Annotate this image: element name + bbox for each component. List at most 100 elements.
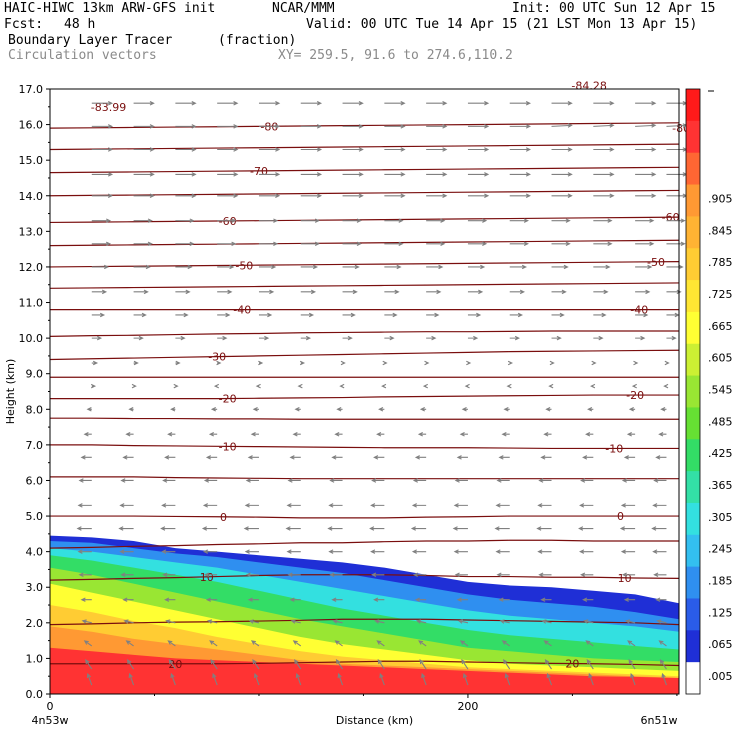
- contour-label: -70: [250, 165, 268, 178]
- contour-line: [49, 349, 680, 361]
- colorbar-swatch: [686, 120, 700, 154]
- circulation-vector: [91, 218, 112, 223]
- circulation-vector: [217, 124, 239, 129]
- circulation-vector: [538, 572, 552, 578]
- circulation-vector: [501, 640, 511, 647]
- circulation-vector: [509, 193, 531, 199]
- circulation-vector: [258, 100, 281, 106]
- circulation-vector: [78, 478, 92, 483]
- circulation-vector: [91, 172, 114, 177]
- circulation-vector: [540, 597, 552, 602]
- circulation-vector: [506, 383, 512, 389]
- circulation-vector: [462, 672, 469, 686]
- circulation-vector: [175, 289, 191, 295]
- colorbar-swatch: [686, 662, 700, 695]
- circulation-vector: [300, 241, 321, 247]
- circulation-vector: [426, 241, 446, 247]
- circulation-vector: [295, 672, 302, 686]
- circulation-vector: [252, 659, 260, 670]
- circulation-vector: [77, 549, 92, 554]
- circulation-vector: [334, 431, 343, 437]
- circulation-vector: [287, 478, 301, 483]
- circulation-vector: [339, 383, 345, 389]
- tracer-band-8: [50, 647, 679, 694]
- circulation-vector: [635, 100, 657, 106]
- circulation-vector: [630, 672, 636, 686]
- circulation-vector: [217, 264, 235, 270]
- contour-label: -10: [219, 440, 237, 453]
- colorbar-label: .785: [708, 256, 733, 269]
- circulation-vector: [593, 218, 613, 223]
- y-tick-label: 8.0: [26, 403, 44, 416]
- circulation-vector: [125, 640, 134, 647]
- circulation-vector: [212, 672, 218, 686]
- circulation-vector: [342, 289, 358, 295]
- circulation-vector: [300, 218, 321, 223]
- circulation-vector: [509, 335, 520, 341]
- colorbar-swatch: [686, 248, 700, 281]
- colorbar-swatch: [686, 471, 700, 504]
- forecast-value: 48 h: [64, 17, 96, 32]
- circulation-vector: [290, 619, 301, 624]
- circulation-vector: [538, 478, 552, 483]
- circulation-vector: [454, 478, 468, 483]
- circulation-vector: [628, 407, 636, 412]
- colorbar-label: .305: [708, 511, 733, 524]
- circulation-vector: [509, 172, 531, 177]
- contour-line: [49, 216, 680, 224]
- circulation-vector: [580, 572, 594, 578]
- circulation-vector: [336, 407, 343, 412]
- circulation-vector: [332, 619, 343, 624]
- circulation-vector: [81, 619, 92, 624]
- circulation-vector: [412, 478, 427, 483]
- colorbar-label: .125: [708, 606, 733, 619]
- circulation-vector: [545, 407, 552, 412]
- circulation-vector: [467, 335, 479, 341]
- circulation-vector: [580, 478, 594, 483]
- circulation-vector: [300, 100, 323, 106]
- circulation-vector: [551, 172, 573, 177]
- circulation-vector: [456, 455, 468, 460]
- colorbar-label: .425: [708, 447, 733, 460]
- circulation-vector: [415, 619, 427, 624]
- circulation-vector: [590, 383, 596, 389]
- circulation-vector: [658, 640, 667, 647]
- circulation-vector: [289, 597, 301, 602]
- colorbar-swatch: [686, 407, 700, 440]
- circulation-vector: [537, 549, 552, 554]
- contour-label: -30: [208, 351, 226, 364]
- circulation-vector: [258, 124, 281, 129]
- y-tick-label: 6.0: [26, 474, 44, 487]
- circulation-vector: [653, 572, 667, 578]
- circulation-vector: [217, 193, 239, 199]
- circulation-vector: [457, 619, 469, 624]
- circulation-vector: [376, 640, 385, 647]
- circulation-vector: [635, 241, 655, 247]
- circulation-vector: [335, 659, 344, 670]
- circulation-vector: [80, 455, 92, 460]
- circulation-vector: [537, 503, 552, 508]
- circulation-vector: [453, 503, 468, 508]
- contour-label: -50: [235, 259, 253, 272]
- contour-line: [50, 660, 680, 667]
- circulation-vector: [549, 360, 555, 366]
- circulation-vector: [258, 335, 270, 341]
- circulation-vector: [585, 431, 594, 437]
- circulation-vector: [635, 312, 649, 318]
- colorbar-label: .605: [708, 352, 733, 365]
- circulation-vector: [131, 383, 137, 389]
- circulation-vector: [205, 455, 218, 460]
- contour-label: 10: [200, 571, 214, 584]
- circulation-vector: [635, 218, 655, 223]
- circulation-vector: [76, 526, 92, 531]
- circulation-vector: [125, 431, 134, 437]
- circulation-vector: [503, 407, 510, 412]
- contour-label: -40: [233, 304, 251, 317]
- contour-line: [49, 239, 680, 247]
- y-tick-label: 16.0: [19, 119, 44, 132]
- circulation-vector: [509, 218, 529, 223]
- circulation-vector: [546, 672, 553, 686]
- circulation-vector: [91, 100, 114, 106]
- circulation-vector: [467, 193, 490, 199]
- circulation-vector: [655, 597, 667, 602]
